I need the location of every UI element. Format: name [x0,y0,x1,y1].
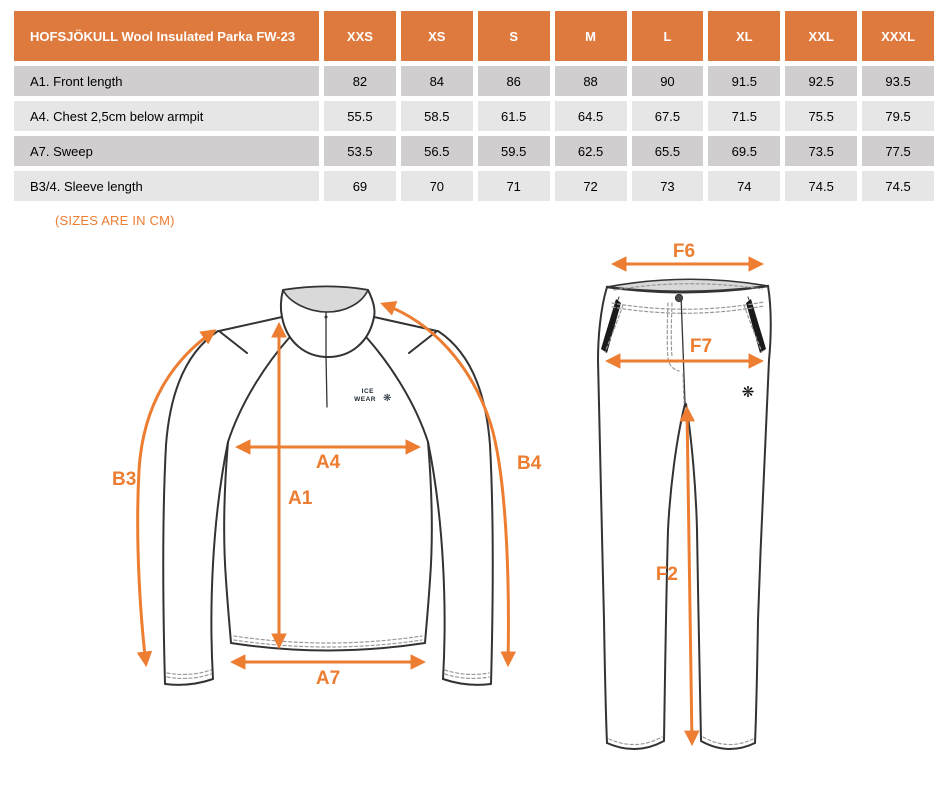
label-f2: F2 [656,564,678,585]
product-title: HOFSJÖKULL Wool Insulated Parka FW-23 [14,11,319,61]
zipper-pull [324,315,328,319]
value-cell: 84 [400,66,473,96]
value-cell: 56.5 [400,136,473,166]
value-cell: 86 [477,66,550,96]
value-cell: 73 [631,171,704,201]
size-col-xl: XL [708,11,781,61]
row-label: A4. Chest 2,5cm below armpit [14,101,319,131]
value-cell: 79.5 [862,101,934,131]
label-a7: A7 [316,668,340,689]
label-b3: B3 [112,469,136,490]
table-row-sweep: A7. Sweep 53.5 56.5 59.5 62.5 65.5 69.5 … [14,136,934,166]
value-cell: 72 [554,171,627,201]
size-col-xxxl: XXXL [862,11,934,61]
value-cell: 77.5 [862,136,934,166]
label-a4: A4 [316,452,341,473]
value-cell: 59.5 [477,136,550,166]
value-cell: 70 [400,171,473,201]
value-cell: 74.5 [785,171,858,201]
value-cell: 69.5 [708,136,781,166]
size-col-xs: XS [400,11,473,61]
value-cell: 90 [631,66,704,96]
value-cell: 71 [477,171,550,201]
table-row-sleeve-length: B3/4. Sleeve length 69 70 71 72 73 74 74… [14,171,934,201]
value-cell: 75.5 [785,101,858,131]
sweater-collar-inside [282,285,369,313]
measurement-labels: B3 A4 A1 B4 A7 F6 F7 F2 [112,241,712,689]
right-pocket-trim [746,299,766,353]
value-cell: 88 [554,66,627,96]
sweater-right-sleeve [427,330,494,686]
sweater-body [223,441,433,652]
value-cell: 71.5 [708,101,781,131]
label-f7: F7 [690,336,712,357]
value-cell: 82 [324,66,396,96]
value-cell: 91.5 [708,66,781,96]
pants-left-outseam [597,286,608,744]
table-header-row: HOFSJÖKULL Wool Insulated Parka FW-23 XX… [14,11,934,61]
size-chart-table: HOFSJÖKULL Wool Insulated Parka FW-23 XX… [9,6,939,206]
brand-line-2: WEAR [354,396,376,403]
value-cell: 73.5 [785,136,858,166]
label-a1: A1 [288,488,313,509]
value-cell: 64.5 [554,101,627,131]
zipper-line [325,311,328,408]
value-cell: 69 [324,171,396,201]
value-cell: 74 [708,171,781,201]
icewear-logo: ICE WEAR ❋ [354,388,391,404]
sweater-left-sleeve [162,330,229,686]
value-cell: 67.5 [631,101,704,131]
size-col-m: M [554,11,627,61]
label-b4: B4 [517,453,542,474]
arrow-f2 [679,405,700,747]
measurement-arrows [136,256,765,747]
size-col-s: S [477,11,550,61]
left-pocket-trim [601,299,621,353]
arrow-b4 [380,300,517,668]
waist-button [674,293,684,303]
size-col-xxl: XXL [785,11,858,61]
value-cell: 58.5 [400,101,473,131]
table-row-chest: A4. Chest 2,5cm below armpit 55.5 58.5 6… [14,101,934,131]
row-label: B3/4. Sleeve length [14,171,319,201]
pants-right-outseam [754,285,772,744]
snowflake-icon: ❋ [383,393,391,404]
value-cell: 55.5 [324,101,396,131]
value-cell: 92.5 [785,66,858,96]
value-cell: 62.5 [554,136,627,166]
value-cell: 65.5 [631,136,704,166]
brand-line-1: ICE [362,388,375,395]
snowflake-icon: ❋ [742,384,755,401]
units-note: (SIZES ARE IN CM) [55,213,175,228]
value-cell: 53.5 [324,136,396,166]
value-cell: 93.5 [862,66,934,96]
value-cell: 74.5 [862,171,934,201]
row-label: A1. Front length [14,66,319,96]
row-label: A7. Sweep [14,136,319,166]
label-f6: F6 [673,241,695,262]
size-col-xxs: XXS [324,11,396,61]
table-row-front-length: A1. Front length 82 84 86 88 90 91.5 92.… [14,66,934,96]
arrow-b3 [136,329,217,668]
pants-drawing: ❋ [597,278,772,750]
size-col-l: L [631,11,704,61]
pants-left-inseam [663,403,686,741]
sweater-drawing: ICE WEAR ❋ [162,285,494,686]
value-cell: 61.5 [477,101,550,131]
